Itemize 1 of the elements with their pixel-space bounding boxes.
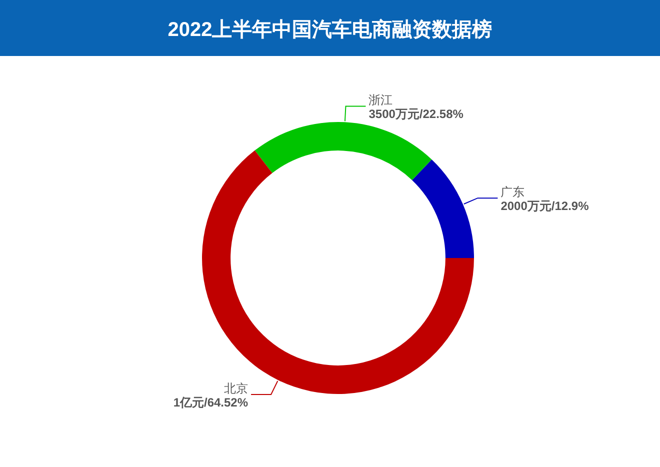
title: 2022上半年中国汽车电商融资数据榜 <box>168 19 492 41</box>
